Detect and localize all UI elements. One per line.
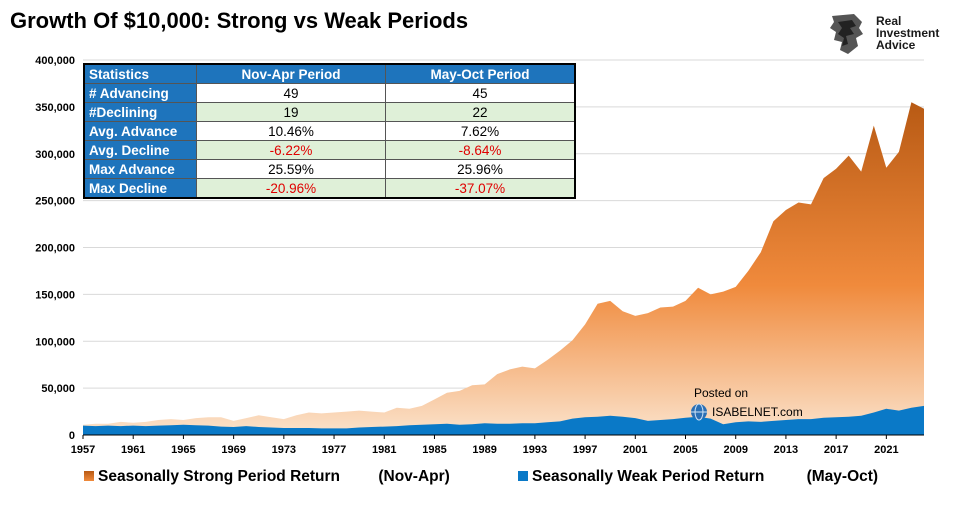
posted-site: ISABELNET.com	[712, 405, 803, 419]
stats-header-may-oct: May-Oct Period	[385, 63, 576, 84]
x-tick-label: 2009	[723, 444, 747, 456]
logo-line-2: Investment	[876, 26, 940, 40]
logo-line-3: Advice	[876, 38, 916, 52]
y-tick-label: 200,000	[35, 243, 75, 255]
real-investment-advice-logo: Real Investment Advice	[826, 12, 966, 56]
stats-value-nov-apr: 49	[196, 83, 386, 103]
x-tick-label: 1969	[221, 444, 245, 456]
stats-value-nov-apr: -6.22%	[196, 140, 386, 160]
legend-strong-label: Seasonally Strong Period Return	[98, 468, 341, 485]
x-tick-label: 1965	[171, 444, 195, 456]
weak-period-area	[83, 405, 924, 435]
stats-value-nov-apr: 10.46%	[196, 121, 386, 141]
stats-value-may-oct: 7.62%	[385, 121, 576, 141]
legend-strong-period: (Nov-Apr)	[378, 468, 450, 485]
stats-row: Avg. Decline -6.22% -8.64%	[83, 140, 576, 160]
y-tick-label: 100,000	[35, 336, 75, 348]
stats-row-label: Max Decline	[83, 178, 197, 199]
x-tick-label: 2005	[673, 444, 697, 456]
x-tick-label: 2013	[774, 444, 798, 456]
stats-row-label: Avg. Decline	[83, 140, 197, 160]
x-tick-label: 1973	[272, 444, 296, 456]
stats-value-nov-apr: -20.96%	[196, 178, 386, 199]
axes: 0 50,000 100,000 150,000 200,000 250,000 300,0…	[35, 55, 924, 456]
y-tick-label: 50,000	[41, 383, 75, 395]
stats-value-may-oct: -37.07%	[385, 178, 576, 199]
y-tick-label: 400,000	[35, 55, 75, 67]
legend-strong-swatch	[84, 471, 94, 481]
stats-row: Avg. Advance 10.46% 7.62%	[83, 121, 576, 141]
strong-period-area	[83, 102, 924, 435]
posted-label: Posted on	[694, 386, 749, 400]
stats-row: # Advancing 49 45	[83, 83, 576, 103]
stats-value-may-oct: 45	[385, 83, 576, 103]
x-tick-label: 1985	[422, 444, 446, 456]
stats-row: Max Advance 25.59% 25.96%	[83, 159, 576, 179]
y-tick-label: 0	[69, 430, 75, 442]
logo-line-1: Real	[876, 14, 902, 28]
stats-row: #Declining 19 22	[83, 102, 576, 122]
legend-weak: Seasonally Weak Period Return (May-Oct)	[518, 468, 878, 486]
chart-title: Growth Of $10,000: Strong vs Weak Period…	[10, 8, 469, 33]
legend-weak-swatch	[518, 471, 528, 481]
y-tick-label: 250,000	[35, 196, 75, 208]
stats-row-label: #Declining	[83, 102, 197, 122]
stats-header-label: Statistics	[83, 63, 197, 84]
legend-weak-period: (May-Oct)	[806, 468, 879, 485]
series-areas	[83, 102, 924, 435]
posted-on-watermark: Posted on ISABELNET.com	[690, 386, 803, 421]
stats-row-label: Avg. Advance	[83, 121, 197, 141]
x-tick-label: 1989	[472, 444, 496, 456]
legend-weak-label: Seasonally Weak Period Return	[532, 468, 765, 485]
lion-head-icon	[830, 14, 863, 54]
stats-value-nov-apr: 19	[196, 102, 386, 122]
y-tick-label: 300,000	[35, 149, 75, 161]
x-tick-label: 1961	[121, 444, 145, 456]
stats-row: Max Decline -20.96% -37.07%	[83, 178, 576, 199]
x-tick-label: 1993	[523, 444, 547, 456]
stats-row-label: # Advancing	[83, 83, 197, 103]
x-tick-label: 2017	[824, 444, 848, 456]
statistics-table: Statistics Nov-Apr Period May-Oct Period…	[83, 63, 576, 199]
x-tick-label: 1957	[71, 444, 95, 456]
stats-value-may-oct: 25.96%	[385, 159, 576, 179]
x-tick-label: 1981	[372, 444, 396, 456]
stats-value-nov-apr: 25.59%	[196, 159, 386, 179]
isabelnet-globe-icon	[691, 403, 707, 421]
stats-header-nov-apr: Nov-Apr Period	[196, 63, 386, 84]
y-tick-label: 350,000	[35, 102, 75, 114]
legend-strong: Seasonally Strong Period Return (Nov-Apr…	[84, 468, 450, 486]
x-tick-label: 1977	[322, 444, 346, 456]
x-tick-label: 1997	[573, 444, 597, 456]
stats-row-label: Max Advance	[83, 159, 197, 179]
x-tick-label: 2021	[874, 444, 898, 456]
stats-value-may-oct: 22	[385, 102, 576, 122]
x-tick-label: 2001	[623, 444, 647, 456]
y-tick-label: 150,000	[35, 289, 75, 301]
stats-body: # Advancing 49 45 #Declining 19 22 Avg. Advanc…	[83, 83, 576, 199]
stats-value-may-oct: -8.64%	[385, 140, 576, 160]
